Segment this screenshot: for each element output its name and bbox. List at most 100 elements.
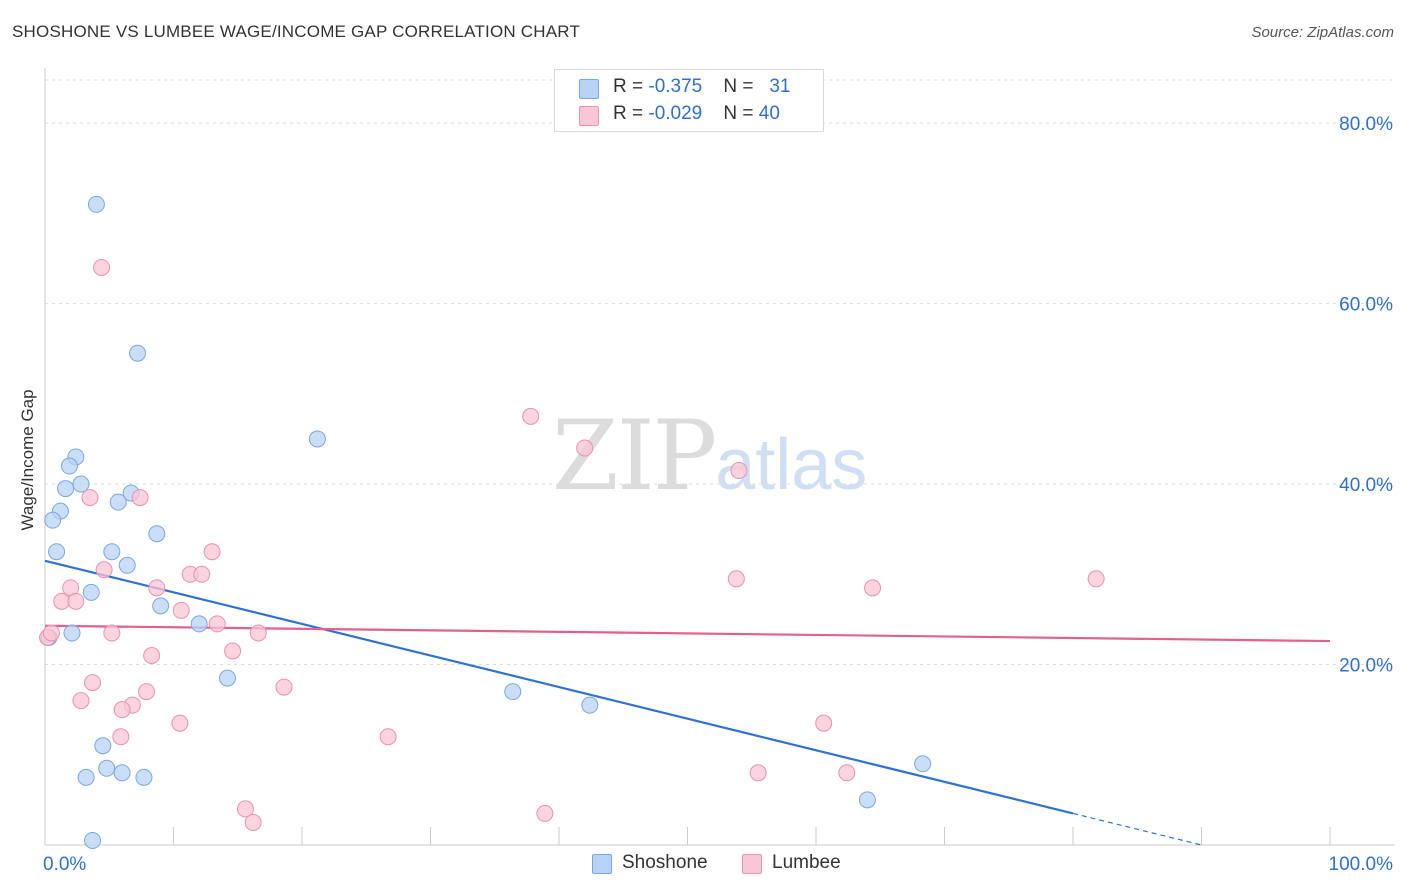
n-value-lumbee: 40: [758, 103, 780, 124]
point-lumbee: [727, 570, 745, 588]
legend-stats-lumbee: R = -0.029 N = 40: [613, 103, 780, 125]
n-value-shoshone: 31: [769, 76, 791, 97]
point-shoshone: [148, 525, 166, 543]
point-lumbee: [95, 561, 113, 579]
point-lumbee: [576, 439, 594, 457]
r-label: R =: [613, 76, 649, 97]
point-lumbee: [103, 624, 121, 642]
trend-line-shoshone: [44, 559, 1074, 815]
n-label: N =: [723, 76, 759, 97]
trend-lines: [44, 559, 1331, 846]
watermark: ZIPatlas: [552, 400, 867, 512]
point-lumbee: [749, 764, 767, 782]
point-shoshone: [57, 480, 75, 498]
source-label: Source: ZipAtlas.com: [1251, 24, 1394, 41]
y-tick-label: 60.0%: [1339, 295, 1393, 316]
r-value-lumbee: -0.029: [648, 103, 703, 124]
trend-line-lumbee: [44, 624, 1331, 643]
point-shoshone: [858, 791, 876, 809]
point-shoshone: [72, 475, 90, 493]
x-tick-label: 100.0%: [1329, 854, 1394, 875]
point-lumbee: [249, 624, 267, 642]
point-shoshone: [190, 615, 208, 633]
point-lumbee: [815, 714, 833, 732]
legend-swatch-shoshone: [579, 79, 599, 99]
point-shoshone: [63, 624, 81, 642]
point-lumbee: [172, 601, 190, 619]
point-shoshone: [504, 683, 522, 701]
point-shoshone: [60, 457, 78, 475]
point-shoshone: [94, 737, 112, 755]
bottom-label-lumbee: Lumbee: [772, 852, 841, 873]
point-lumbee: [81, 489, 99, 507]
point-lumbee: [67, 592, 85, 610]
bottom-label-shoshone: Shoshone: [622, 852, 708, 873]
point-lumbee: [236, 800, 254, 818]
point-lumbee: [208, 615, 226, 633]
point-lumbee: [838, 764, 856, 782]
y-axis-label: Wage/Income Gap: [18, 389, 37, 531]
point-lumbee: [42, 624, 60, 642]
bottom-swatch-lumbee: [742, 854, 762, 874]
point-lumbee: [53, 592, 71, 610]
point-shoshone: [84, 831, 102, 849]
point-lumbee: [522, 407, 540, 425]
y-tick-label: 20.0%: [1339, 656, 1393, 677]
x-tick-label: 0.0%: [43, 854, 86, 875]
point-lumbee: [379, 728, 397, 746]
r-value-shoshone: -0.375: [648, 76, 703, 97]
point-lumbee: [171, 714, 189, 732]
point-lumbee: [730, 462, 748, 480]
point-shoshone: [109, 493, 127, 511]
legend-stats-shoshone: R = -0.375 N = 31: [613, 76, 790, 98]
point-lumbee: [113, 701, 131, 719]
data-points: [39, 195, 1105, 849]
gridlines: [45, 79, 1395, 666]
trend-extension-shoshone: [1072, 812, 1202, 846]
y-tick-label: 40.0%: [1339, 475, 1393, 496]
point-lumbee: [536, 804, 554, 822]
point-lumbee: [148, 579, 166, 597]
point-lumbee: [224, 642, 242, 660]
bottom-swatch-shoshone: [592, 854, 612, 874]
stats-legend: R = -0.375 N = 31 R = -0.029 N = 40: [554, 69, 824, 132]
point-lumbee: [131, 489, 149, 507]
axes: [44, 68, 1395, 846]
point-shoshone: [218, 669, 236, 687]
legend-swatch-lumbee: [579, 106, 599, 126]
point-lumbee: [138, 683, 156, 701]
point-shoshone: [82, 583, 100, 601]
point-shoshone: [103, 543, 121, 561]
point-shoshone: [118, 556, 136, 574]
point-lumbee: [1087, 570, 1105, 588]
watermark-zip: ZIP: [552, 400, 717, 512]
point-lumbee: [203, 543, 221, 561]
y-tick-label: 80.0%: [1339, 114, 1393, 135]
point-lumbee: [112, 728, 130, 746]
point-lumbee: [72, 692, 90, 710]
point-lumbee: [193, 565, 211, 583]
point-shoshone: [914, 755, 932, 773]
point-shoshone: [113, 764, 131, 782]
r-label: R =: [613, 103, 649, 124]
chart-title: SHOSHONE VS LUMBEE WAGE/INCOME GAP CORRE…: [12, 22, 581, 41]
point-shoshone: [87, 195, 105, 213]
point-lumbee: [864, 579, 882, 597]
point-shoshone: [581, 696, 599, 714]
tick-labels: 20.0% 40.0% 60.0% 80.0% 0.0% 100.0%: [43, 114, 1393, 875]
point-shoshone: [44, 511, 62, 529]
point-shoshone: [308, 430, 326, 448]
point-lumbee: [275, 678, 293, 696]
n-label: N =: [723, 103, 759, 124]
point-shoshone: [77, 768, 95, 786]
point-lumbee: [93, 258, 111, 276]
point-lumbee: [244, 813, 262, 831]
point-shoshone: [129, 344, 147, 362]
point-lumbee: [84, 674, 102, 692]
point-lumbee: [143, 647, 161, 665]
point-shoshone: [98, 759, 116, 777]
point-shoshone: [135, 768, 153, 786]
point-shoshone: [152, 597, 170, 615]
point-shoshone: [48, 543, 66, 561]
